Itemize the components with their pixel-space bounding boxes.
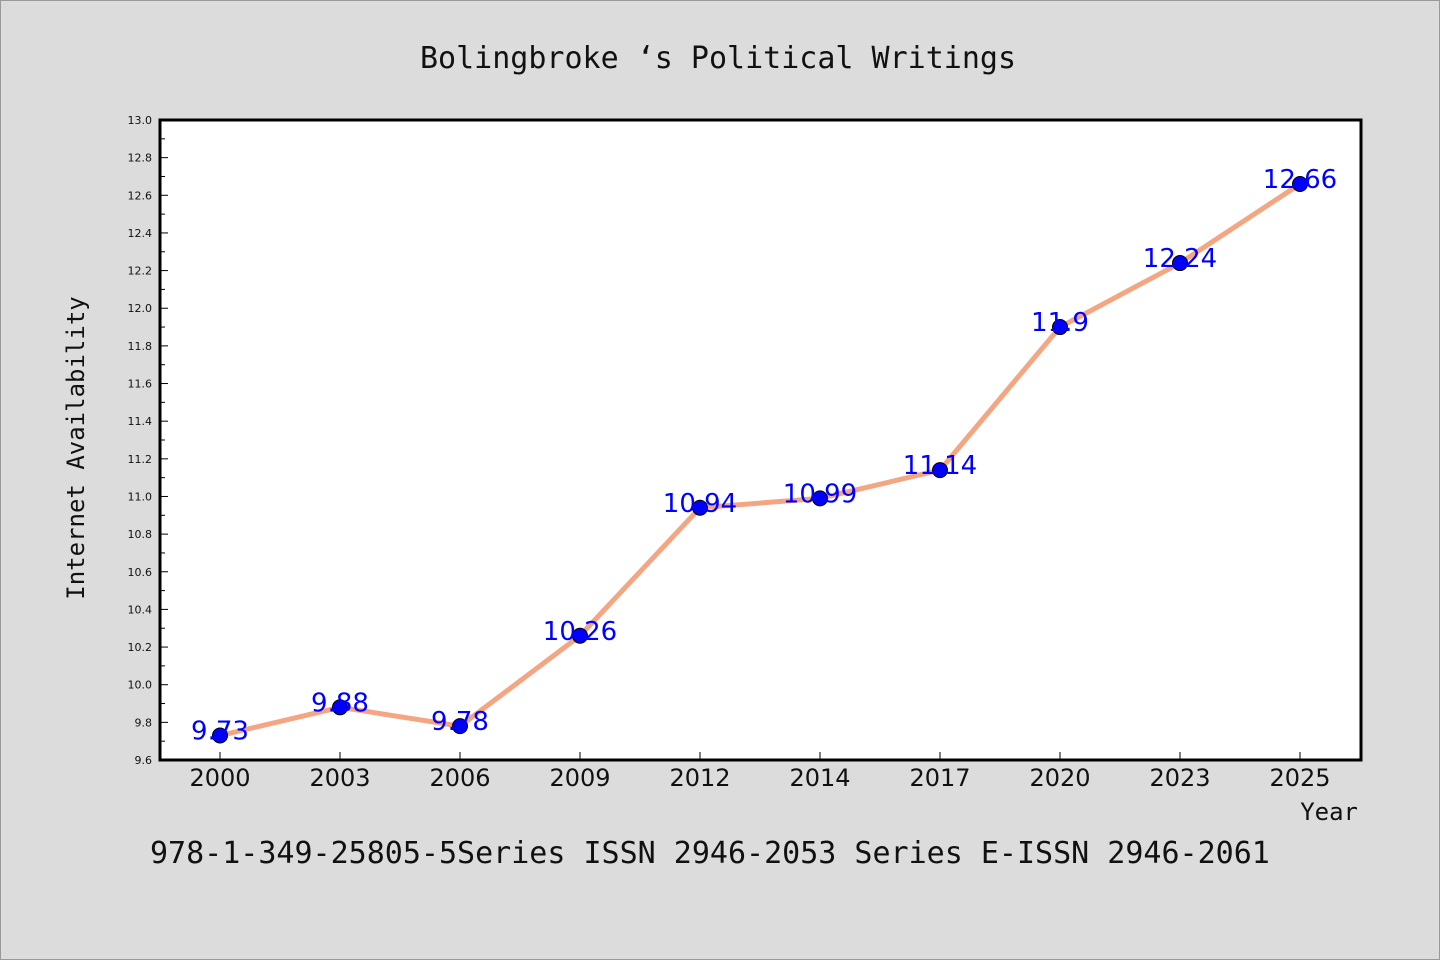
plot-frame — [158, 118, 1363, 762]
data-point — [932, 462, 948, 479]
y-tick-label: 9.8 — [135, 716, 153, 729]
x-tick-label: 2023 — [1149, 764, 1210, 792]
data-point — [212, 727, 228, 744]
y-tick-label: 12.0 — [128, 302, 153, 315]
y-tick-label: 10.2 — [128, 641, 153, 654]
data-label: 10.94 — [663, 489, 737, 519]
series-markers — [212, 176, 1308, 744]
y-tick-label: 13.0 — [128, 114, 153, 127]
data-point — [332, 699, 348, 716]
y-tick-label: 12.8 — [128, 152, 153, 165]
footer-isbn-text: 978-1-349-25805-5Series ISSN 2946-2053 S… — [150, 836, 1270, 871]
y-tick-label: 11.8 — [128, 340, 153, 353]
data-label: 9.73 — [191, 717, 249, 747]
x-tick-label: 2017 — [909, 764, 970, 792]
x-tick-label: 2009 — [549, 764, 610, 792]
data-label: 11.14 — [903, 451, 977, 481]
data-label: 9.88 — [311, 688, 369, 718]
y-tick-label: 11.6 — [128, 378, 153, 391]
data-label: 10.26 — [543, 617, 617, 647]
data-point — [692, 499, 708, 516]
chart-title: Bolingbroke ‘s Political Writings — [420, 41, 1016, 76]
y-tick-label: 12.6 — [128, 189, 153, 202]
y-tick-label: 10.0 — [128, 679, 153, 692]
x-axis-label: Year — [1300, 798, 1358, 826]
y-tick-label: 11.0 — [128, 490, 153, 503]
data-point — [572, 627, 588, 644]
y-tick-label: 9.6 — [135, 754, 153, 767]
y-axis-label: Internet Availability — [62, 296, 90, 599]
data-label: 12.66 — [1263, 165, 1337, 195]
y-tick-label: 12.4 — [128, 227, 153, 240]
x-tick-label: 2012 — [669, 764, 730, 792]
y-tick-label: 12.2 — [128, 265, 153, 278]
series-line — [219, 181, 1302, 738]
y-tick-label: 11.4 — [128, 415, 153, 428]
data-point — [812, 490, 828, 507]
data-point — [1172, 255, 1188, 272]
x-tick-label: 2006 — [429, 764, 490, 792]
x-tick-label: 2020 — [1029, 764, 1090, 792]
y-tick-label: 11.2 — [128, 453, 153, 466]
x-axis-ticks: 2000 2003 2006 2009 2012 2014 2017 2020 2023 2025 — [189, 752, 1331, 792]
x-tick-label: 2014 — [789, 764, 850, 792]
data-label: 11.9 — [1031, 308, 1089, 338]
x-tick-label: 2003 — [309, 764, 370, 792]
y-tick-label: 10.8 — [128, 528, 153, 541]
data-label: 9.78 — [431, 707, 489, 737]
data-label: 10.99 — [783, 479, 857, 509]
plot-area — [160, 120, 1361, 760]
x-tick-label: 2000 — [189, 764, 250, 792]
x-tick-label: 2025 — [1269, 764, 1330, 792]
data-point — [1052, 319, 1068, 336]
data-point — [1292, 176, 1308, 192]
data-label: 12.24 — [1143, 244, 1217, 274]
data-point — [452, 718, 468, 735]
y-tick-label: 10.4 — [128, 603, 153, 616]
data-labels: 9.73 9.88 9.78 10.26 10.94 10.99 11.14 11.9 12.2… — [191, 165, 1337, 747]
y-tick-label: 10.6 — [128, 566, 153, 579]
